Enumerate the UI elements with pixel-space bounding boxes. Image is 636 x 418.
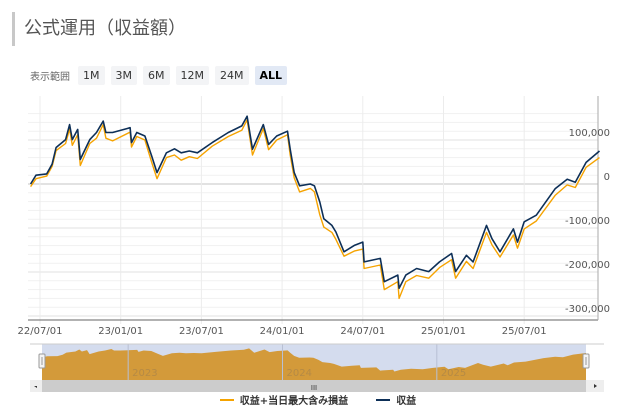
x-tick-label: 23/07/01 (179, 326, 224, 337)
range-24m-button[interactable]: 24M (215, 66, 249, 85)
series-line-max-loss (30, 119, 600, 300)
scroll-left-icon[interactable] (34, 384, 37, 388)
range-label: 表示範囲 (30, 72, 70, 83)
x-tick-label: 25/07/01 (502, 326, 547, 337)
range-all-button[interactable]: ALL (254, 66, 288, 85)
series-line-profit (29, 115, 601, 290)
y-tick-label: -100,000 (565, 216, 610, 227)
x-tick-label: 24/01/01 (260, 326, 305, 337)
legend-label: 収益 (396, 396, 417, 407)
navigator-year-label: 2023 (132, 368, 157, 379)
range-3m-button[interactable]: 3M (110, 66, 137, 85)
x-tick-label: 23/01/01 (98, 326, 143, 337)
scroll-right-icon[interactable] (594, 384, 597, 388)
navigator-area (42, 348, 586, 380)
legend-swatch (219, 398, 234, 401)
range-12m-button[interactable]: 12M (175, 66, 209, 85)
range-selector: 表示範囲 1M 3M 6M 12M 24M ALL (30, 66, 288, 85)
x-tick-label: 24/07/01 (340, 326, 385, 337)
scrollbar-thumb[interactable] (42, 380, 586, 392)
legend-item-profit[interactable]: 収益 (376, 392, 416, 407)
navigator-year-label: 2024 (286, 368, 311, 379)
y-tick-label: -300,000 (565, 304, 610, 315)
legend-label: 収益+当日最大含み損益 (239, 396, 349, 407)
page-title: 公式運用（収益額） (12, 12, 186, 46)
y-tick-label: -200,000 (565, 260, 610, 271)
navigator-year-label: 2025 (441, 368, 466, 379)
range-6m-button[interactable]: 6M (143, 66, 170, 85)
x-tick-label: 25/01/01 (421, 326, 466, 337)
legend: 収益+当日最大含み損益 収益 (0, 392, 636, 407)
x-tick-label: 22/07/01 (18, 326, 63, 337)
y-tick-label: 0 (604, 172, 610, 183)
range-1m-button[interactable]: 1M (78, 66, 105, 85)
legend-item-max-loss[interactable]: 収益+当日最大含み損益 (219, 392, 349, 407)
y-tick-label: 100,000 (569, 128, 610, 139)
legend-swatch (376, 398, 391, 401)
scrollbar-grip: III (311, 384, 317, 392)
